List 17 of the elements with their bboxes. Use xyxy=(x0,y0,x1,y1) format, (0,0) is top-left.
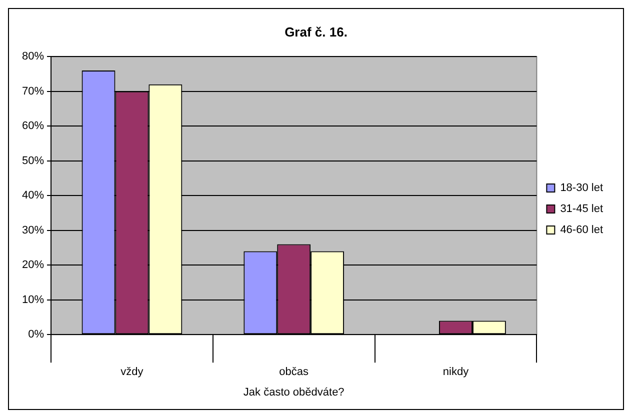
y-tick-label: 0% xyxy=(28,328,44,341)
y-tick-label: 40% xyxy=(22,190,44,202)
x-tick-label: vždy xyxy=(120,366,144,378)
y-tick-label: 60% xyxy=(22,120,44,132)
legend-label: 31-45 let xyxy=(560,203,604,216)
x-axis-title: Jak často obědváte? xyxy=(243,386,344,398)
y-tick-label: 30% xyxy=(22,224,44,236)
chart-title: Graf č. 16. xyxy=(284,24,348,40)
x-tick-label: občas xyxy=(279,366,310,378)
y-tick-label: 70% xyxy=(22,85,44,98)
legend-label: 18-30 let xyxy=(560,182,604,194)
legend-label: 46-60 let xyxy=(560,224,604,236)
y-tick-label: 20% xyxy=(22,259,44,272)
x-tick-label: nikdy xyxy=(442,366,470,378)
y-tick-label: 50% xyxy=(22,154,44,167)
y-tick-label: 80% xyxy=(22,50,44,63)
y-tick-label: 10% xyxy=(22,294,44,306)
